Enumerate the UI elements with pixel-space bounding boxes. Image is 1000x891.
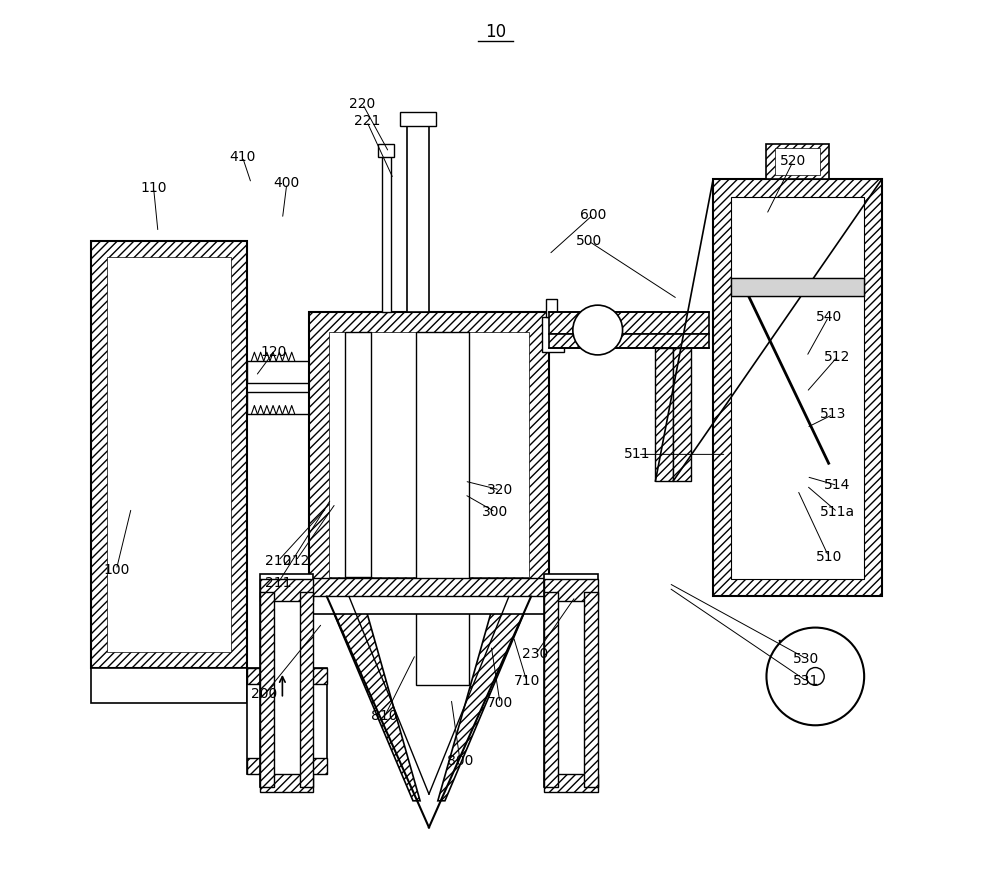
Text: 511: 511 xyxy=(624,447,651,462)
Bar xyxy=(673,347,691,481)
Text: 500: 500 xyxy=(576,234,602,249)
Text: 221: 221 xyxy=(354,114,380,128)
Text: 400: 400 xyxy=(274,176,300,191)
Circle shape xyxy=(806,667,824,685)
Bar xyxy=(544,774,598,792)
Bar xyxy=(260,774,313,792)
Text: 410: 410 xyxy=(229,150,256,164)
Bar xyxy=(584,592,598,788)
Text: 710: 710 xyxy=(513,674,540,688)
Text: 520: 520 xyxy=(780,154,806,168)
Circle shape xyxy=(766,627,864,725)
Bar xyxy=(329,331,529,577)
Bar xyxy=(544,579,598,601)
Bar xyxy=(544,575,598,788)
Bar xyxy=(260,575,313,788)
Text: 220: 220 xyxy=(349,96,375,110)
Text: 100: 100 xyxy=(103,563,129,576)
Text: 10: 10 xyxy=(485,23,506,42)
Bar xyxy=(416,331,469,685)
Circle shape xyxy=(573,305,623,355)
Text: 800: 800 xyxy=(447,754,473,768)
Polygon shape xyxy=(327,596,420,801)
Text: 510: 510 xyxy=(815,550,842,563)
Bar xyxy=(300,592,313,788)
Bar xyxy=(91,241,247,667)
Bar xyxy=(247,667,291,681)
Bar xyxy=(247,392,309,414)
Bar xyxy=(247,758,327,774)
Polygon shape xyxy=(438,596,531,801)
Bar xyxy=(247,361,309,383)
Text: 230: 230 xyxy=(522,647,549,661)
Text: 300: 300 xyxy=(482,505,509,519)
Text: 514: 514 xyxy=(824,478,851,493)
Bar xyxy=(542,316,564,352)
Text: 210: 210 xyxy=(265,554,291,568)
Text: 320: 320 xyxy=(487,483,513,497)
Bar xyxy=(247,667,327,774)
Bar xyxy=(382,152,391,312)
Bar xyxy=(91,667,247,703)
Bar xyxy=(378,143,394,157)
Bar xyxy=(309,592,549,614)
Bar xyxy=(309,312,549,596)
Bar xyxy=(260,592,274,788)
Bar xyxy=(407,117,429,312)
Text: 530: 530 xyxy=(793,651,820,666)
Bar xyxy=(766,143,829,179)
Bar xyxy=(731,278,864,296)
Bar xyxy=(309,578,549,595)
Bar xyxy=(775,148,820,175)
Text: 212: 212 xyxy=(283,554,309,568)
Text: 200: 200 xyxy=(251,687,278,701)
Bar xyxy=(400,112,436,126)
Bar xyxy=(260,579,313,601)
Text: 511a: 511a xyxy=(820,505,855,519)
Bar xyxy=(731,197,864,579)
Bar xyxy=(655,347,673,481)
Bar xyxy=(731,278,864,296)
Text: 211: 211 xyxy=(265,576,291,590)
Bar xyxy=(549,334,709,347)
Text: 512: 512 xyxy=(824,349,851,364)
Text: 513: 513 xyxy=(820,407,846,421)
Text: 810: 810 xyxy=(371,709,398,723)
Text: 600: 600 xyxy=(580,208,606,222)
Text: 110: 110 xyxy=(140,181,167,195)
Text: 540: 540 xyxy=(816,310,842,323)
Bar xyxy=(247,667,327,683)
Bar xyxy=(546,299,557,316)
Text: 700: 700 xyxy=(487,696,513,710)
Bar xyxy=(345,331,371,577)
Text: 531: 531 xyxy=(793,674,820,688)
Text: 120: 120 xyxy=(260,345,287,359)
Bar xyxy=(544,592,558,788)
Bar xyxy=(107,257,231,651)
Bar xyxy=(713,179,882,596)
Bar xyxy=(549,312,709,334)
